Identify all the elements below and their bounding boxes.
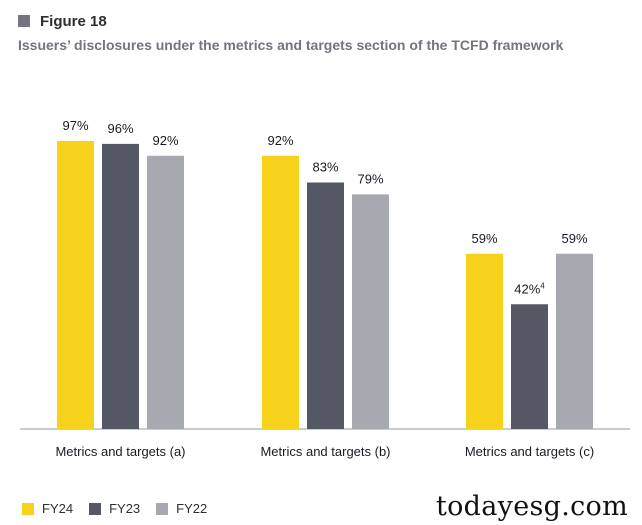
- bar-fy24-3: [466, 253, 503, 429]
- legend-label: FY23: [109, 501, 141, 516]
- data-label: 92%: [152, 133, 178, 148]
- bar-fy23-1: [102, 143, 139, 429]
- legend-item-fy23: FY23: [89, 501, 140, 516]
- data-label: 96%: [107, 121, 133, 136]
- data-label: 97%: [62, 118, 88, 133]
- bar-fy23-3: [511, 304, 548, 429]
- bar-fy22-2: [352, 194, 389, 429]
- data-label: 59%: [561, 231, 587, 246]
- chart-legend: FY24 FY23 FY22: [22, 501, 223, 516]
- bar-fy23-2: [307, 182, 344, 429]
- figure-marker-square: [18, 15, 30, 27]
- legend-item-fy24: FY24: [22, 501, 73, 516]
- figure-title: Issuers’ disclosures under the metrics a…: [18, 37, 564, 53]
- bar-fy22-3: [556, 253, 593, 429]
- data-label: 92%: [267, 133, 293, 148]
- data-label: 83%: [312, 159, 338, 174]
- category-label: Metrics and targets (b): [260, 444, 390, 459]
- bar-fy24-1: [57, 140, 94, 429]
- data-label: 59%: [471, 231, 497, 246]
- footnote-marker: 4: [540, 281, 545, 290]
- category-label: Metrics and targets (c): [465, 444, 594, 459]
- legend-item-fy22: FY22: [156, 501, 207, 516]
- bar-fy22-1: [147, 155, 184, 429]
- bar-fy24-2: [262, 155, 299, 429]
- legend-label: FY24: [42, 501, 74, 516]
- legend-label: FY22: [176, 501, 208, 516]
- watermark: todayesg.com: [435, 491, 628, 522]
- category-label: Metrics and targets (a): [55, 444, 185, 459]
- data-label: 79%: [357, 171, 383, 186]
- figure-label: Figure 18: [40, 12, 107, 30]
- legend-swatch: [156, 502, 169, 515]
- figure-header: Figure 18 Issuers’ disclosures under the…: [18, 10, 618, 56]
- figure-label-row: Figure 18: [18, 10, 618, 32]
- legend-swatch: [22, 502, 34, 515]
- legend-swatch: [89, 502, 102, 515]
- bar-chart: 97% 96% 92% Metrics and targets (a) 92% 83% 79…: [20, 118, 630, 459]
- data-label: 42%4: [514, 281, 545, 296]
